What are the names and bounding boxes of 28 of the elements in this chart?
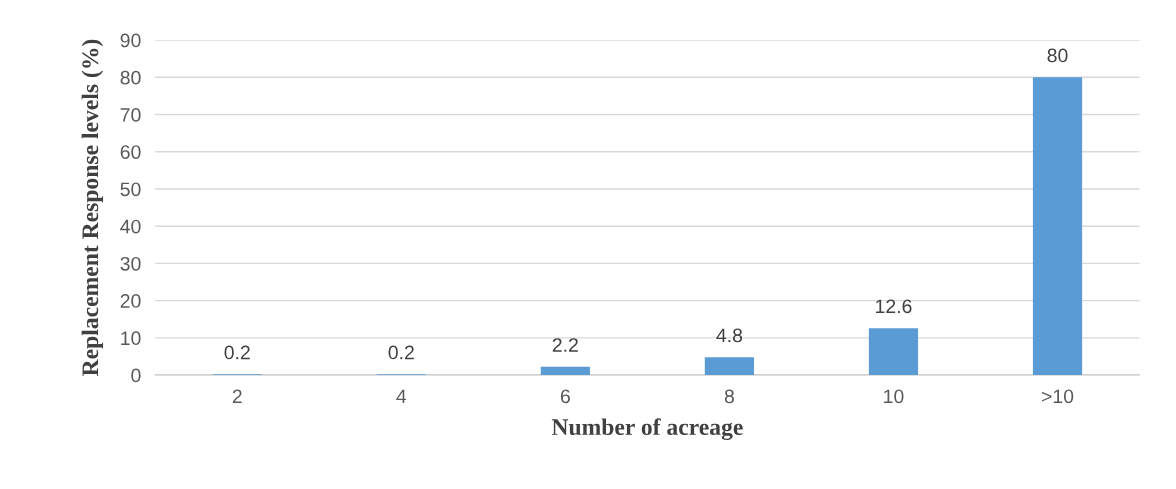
x-tick-label: 10 [884, 389, 904, 404]
x-tick-label: >10 [1041, 389, 1074, 404]
data-label: 2.2 [552, 338, 578, 352]
y-tick-label: 90 [120, 33, 141, 48]
y-tick-label: 0 [131, 368, 141, 383]
data-label: 0.2 [224, 345, 250, 360]
y-tick-label: 10 [121, 331, 141, 346]
y-tick-label: 50 [120, 182, 141, 197]
bar [868, 328, 919, 376]
data-label: 0.2 [388, 345, 414, 360]
y-tick-label: 20 [120, 294, 141, 308]
y-tick-label: 80 [120, 70, 141, 85]
y-tick-label: 60 [120, 145, 141, 159]
data-label: 12.6 [876, 299, 912, 314]
data-label: 80 [1047, 48, 1068, 63]
x-tick-label: 8 [724, 389, 734, 404]
x-tick-label: 2 [232, 389, 242, 404]
y-tick-label: 70 [120, 108, 141, 122]
data-label: 4.8 [716, 328, 743, 343]
y-tick-label: 40 [120, 219, 141, 234]
x-tick-label: 4 [396, 389, 407, 404]
bar [1032, 77, 1083, 376]
y-tick-label: 30 [120, 256, 141, 271]
x-tick-label: 6 [560, 389, 570, 404]
y-axis-title: Replacement Response levels (%) [81, 39, 104, 377]
x-axis-title: Number of acreage [551, 418, 743, 441]
bar [704, 357, 755, 376]
bar [540, 366, 590, 376]
